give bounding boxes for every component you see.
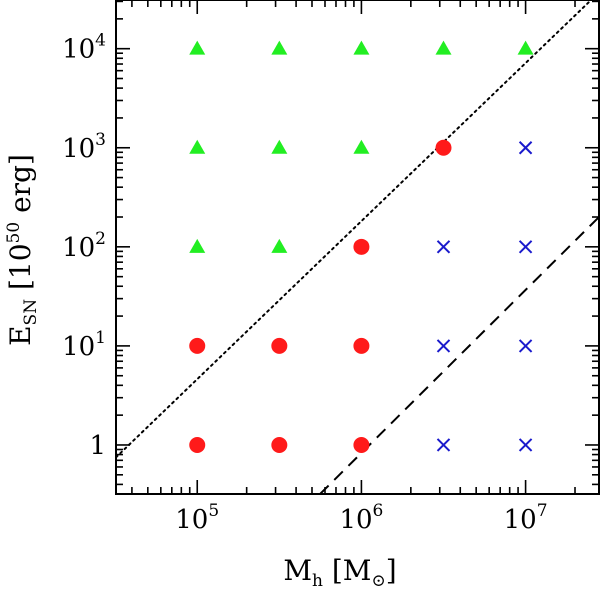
triangle-marker [435,40,452,55]
x-axis-title-sub: h [312,571,323,591]
y-axis-title-units-sup: 50 [4,222,24,244]
circle-marker [189,337,206,354]
cross-marker [518,438,533,452]
y-axis-title-units-close: erg] [4,154,37,222]
triangle-marker [189,139,206,154]
triangle-marker [271,238,288,253]
triangle-marker [353,40,370,55]
x-tick-label-exp: 7 [537,501,548,521]
y-tick-label-base: 10 [62,233,95,263]
x-tick-label-exp: 6 [373,501,384,521]
circle-marker [271,436,288,453]
cross-marker [518,240,533,254]
y-tick-label: 103 [62,130,106,164]
data-markers [189,40,534,453]
y-axis-title: ESN [1050 erg] [4,154,41,346]
y-tick-label-base: 10 [62,35,95,65]
y-tick-label-base: 10 [62,332,95,362]
x-tick-label-base: 10 [175,505,208,535]
circle-marker [189,436,206,453]
circle-marker [435,139,452,156]
y-tick-label-exp: 3 [95,130,106,150]
y-tick-label: 102 [62,229,106,263]
triangle-marker [271,139,288,154]
circle-marker [353,337,370,354]
y-tick-label-exp: 4 [95,31,106,51]
y-axis-title-units-open: [10 [4,243,37,298]
minor-ticks [116,0,599,494]
x-tick-label-exp: 5 [208,501,219,521]
plot-frame [115,0,600,495]
y-tick-label: 104 [62,31,106,65]
major-ticks [116,0,599,494]
y-tick-label: 1 [89,431,106,461]
y-tick-label: 101 [62,328,106,362]
y-tick-label-base: 10 [62,134,95,164]
x-tick-label: 107 [504,501,548,535]
cross-marker [436,438,451,452]
x-axis-title-main: M [283,554,312,587]
circle-marker [353,436,370,453]
y-tick-label-base: 1 [89,431,106,461]
cross-marker [436,339,451,353]
x-axis-title: Mh [M⊙] [283,554,396,591]
triangle-marker [271,40,288,55]
x-tick-labels: 105 106 107 [175,501,547,535]
triangle-marker [189,40,206,55]
x-tick-label: 105 [175,501,219,535]
y-tick-label-exp: 2 [95,229,106,249]
circle-marker [353,238,370,255]
dotted-reference-line [116,0,593,459]
cross-marker [518,339,533,353]
y-tick-label-exp: 1 [95,328,106,348]
x-axis-title-units-close: ] [386,554,397,587]
circle-marker [271,337,288,354]
x-tick-label-base: 10 [339,505,372,535]
x-tick-label-base: 10 [504,505,537,535]
triangle-marker [517,40,534,55]
x-tick-label: 106 [339,501,383,535]
x-axis-title-units-open: [M [323,554,372,587]
y-axis-title-main: E [4,325,37,345]
x-axis-title-units-sub: ⊙ [371,571,385,591]
cross-marker [518,141,533,155]
triangle-marker [189,238,206,253]
y-axis-title-sub: SN [21,299,41,326]
triangle-marker [353,139,370,154]
cross-marker [436,240,451,254]
